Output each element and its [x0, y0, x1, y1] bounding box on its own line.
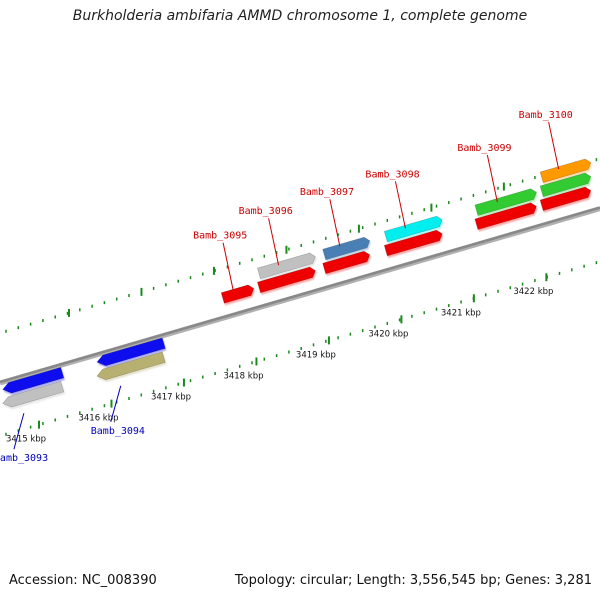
upper-tick-track	[5, 158, 598, 333]
gene-label[interactable]: Bamb_3096	[239, 206, 293, 217]
tick-label: 3420 kbp	[368, 329, 408, 339]
gene-feature-block[interactable]	[539, 158, 592, 183]
gene-feature-block[interactable]	[474, 202, 537, 230]
gene-label-leader	[548, 121, 560, 170]
lower-tick-track: 3415 kbp 3416 kbp 3417 kbp 3418 kbp 3419 kbp…	[5, 261, 598, 445]
gene-feature-block[interactable]	[539, 172, 592, 197]
gene-track	[2, 158, 592, 408]
gene-label[interactable]: Bamb_3097	[300, 187, 354, 198]
gene-feature-block[interactable]	[96, 337, 166, 367]
genome-summary-text: Topology: circular; Length: 3,556,545 bp…	[234, 573, 592, 588]
tick-label: 3418 kbp	[223, 371, 263, 381]
gene-label[interactable]: Bamb_3100	[519, 110, 573, 121]
gene-label[interactable]: Bamb_3098	[365, 169, 419, 180]
gene-feature-block[interactable]	[383, 215, 443, 243]
tick-label: 3419 kbp	[296, 350, 336, 360]
tick-label: 3415 kbp	[6, 435, 46, 445]
gene-label-leader	[268, 218, 280, 266]
gene-feature-block[interactable]	[474, 188, 537, 216]
tick-label: 3417 kbp	[151, 393, 191, 403]
gene-label-leader	[329, 199, 341, 247]
backbone-line	[0, 206, 600, 384]
gene-feature-block[interactable]	[383, 229, 443, 257]
gene-feature-block[interactable]	[2, 366, 65, 394]
gene-label[interactable]: Bamb_3099	[457, 143, 511, 154]
tick-label: 3422 kbp	[513, 287, 553, 297]
gene-feature-block[interactable]	[322, 236, 371, 261]
gene-labels: Bamb_3093 Bamb_3094 Bamb_3095 Bamb_3096 Bamb…	[0, 110, 573, 464]
gene-feature-block[interactable]	[2, 380, 65, 408]
gene-label-leader	[394, 181, 406, 229]
gene-feature-block[interactable]	[257, 252, 316, 280]
gene-label-leader	[110, 385, 122, 422]
gene-label-leader	[486, 154, 498, 203]
gene-feature-block[interactable]	[96, 351, 166, 381]
gene-feature-block[interactable]	[257, 266, 316, 294]
tick-label: 3416 kbp	[78, 414, 118, 424]
gene-label-leader	[13, 413, 25, 450]
chromosome-backbone	[0, 206, 600, 386]
gene-label[interactable]: Bamb_3094	[91, 426, 145, 437]
tick-label: 3421 kbp	[441, 308, 481, 318]
gene-label[interactable]: Bamb_3093	[0, 453, 48, 464]
gene-feature-block[interactable]	[220, 284, 255, 304]
gene-feature-block[interactable]	[322, 250, 371, 275]
gene-label-leader	[222, 242, 234, 290]
accession-text: Accession: NC_008390	[9, 573, 157, 588]
gene-label[interactable]: Bamb_3095	[193, 231, 247, 242]
map-title: Burkholderia ambifaria AMMD chromosome 1…	[72, 8, 528, 24]
gene-feature-block[interactable]	[539, 186, 592, 211]
